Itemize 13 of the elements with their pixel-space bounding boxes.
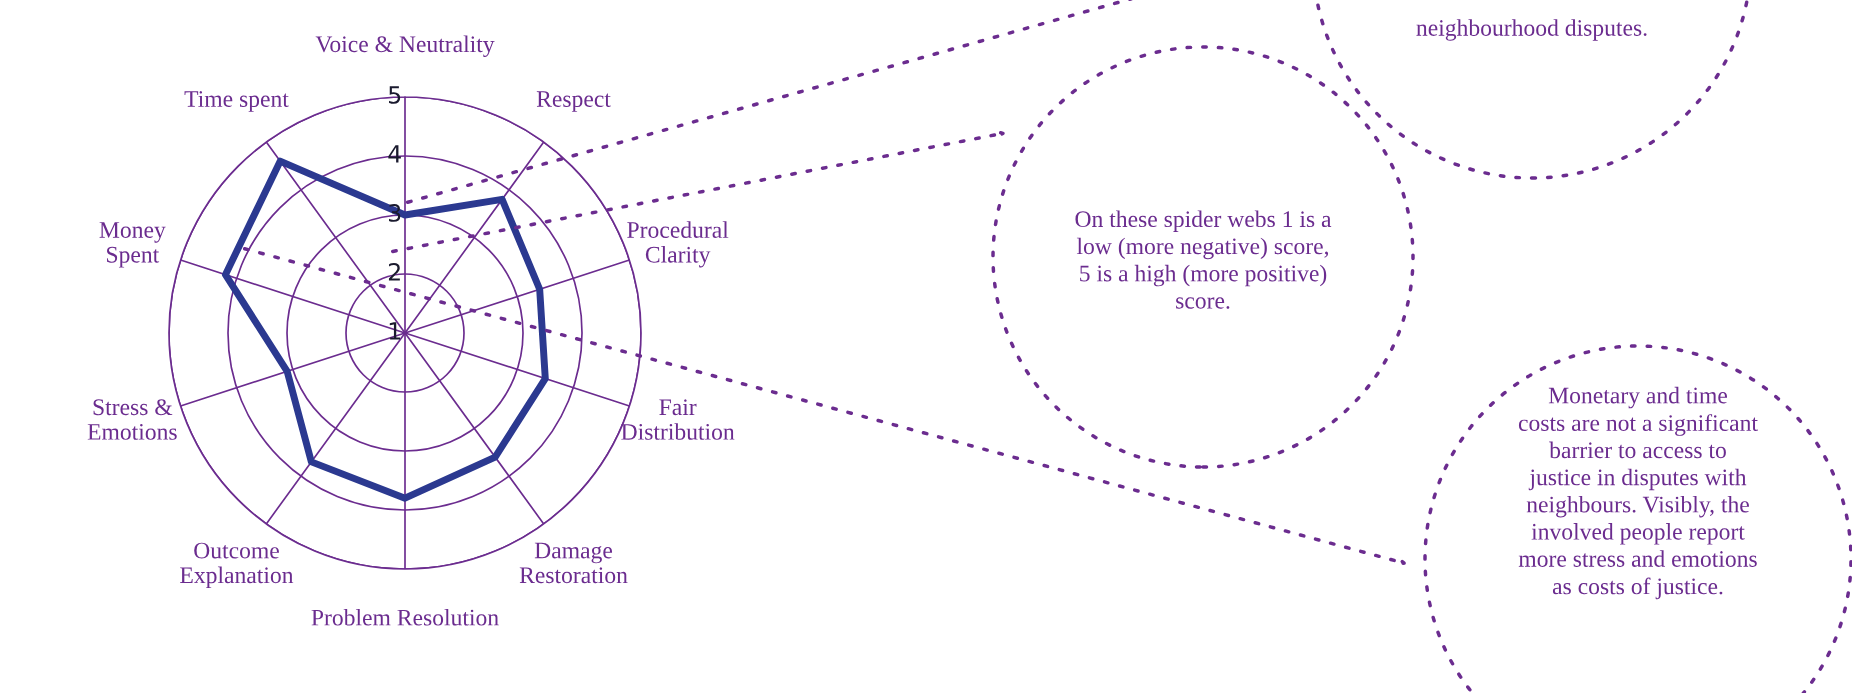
spoke-label: Damage Restoration bbox=[519, 542, 628, 584]
spoke-label: Procedural Clarity bbox=[627, 221, 729, 268]
spoke-label: Time spent bbox=[184, 91, 289, 112]
spoke-label: Money Spent bbox=[99, 222, 166, 268]
spoke-label: Outcome Explanation bbox=[180, 542, 294, 588]
spoke-label: Respect bbox=[536, 91, 611, 112]
spoke-label: Stress & Emotions bbox=[87, 399, 177, 440]
text: Monetary and time costs are not a significant barrier to access to justice in disputes with neighbours. Visibly, the involved people report more stress and emotions as costs of justice. bbox=[1518, 386, 1758, 600]
spoke-label: Voice & Neutrality bbox=[315, 35, 495, 58]
text: On these spider webs 1 is a low (more negative) score, 5 is a high (more positive) score. bbox=[1075, 210, 1332, 309]
text: neighbourhood disputes. bbox=[1416, 19, 1647, 41]
spoke-label: Problem Resolution bbox=[311, 608, 499, 626]
spoke-label: Fair Distribution bbox=[621, 399, 735, 440]
